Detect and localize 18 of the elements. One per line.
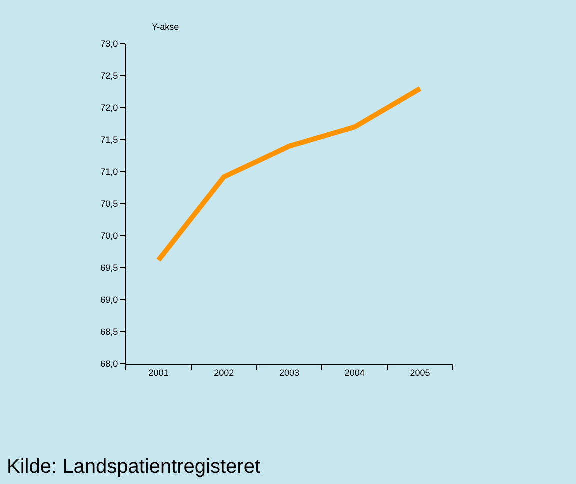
x-tick-label: 2003: [279, 368, 300, 378]
x-tick-label: 2002: [214, 368, 234, 378]
y-tick-label: 69,5: [100, 263, 118, 274]
x-tick-label: 2004: [344, 368, 365, 378]
y-axis-title: Y-akse: [152, 22, 180, 32]
y-tick-label: 71,5: [100, 135, 118, 146]
text: Kilde: Landspatientregisteret: [7, 456, 261, 478]
y-tick-label: 70,5: [100, 199, 118, 210]
y-tick-label: 69,0: [100, 295, 118, 306]
y-tick-label: 68,0: [100, 359, 118, 370]
y-tick-label: 71,0: [100, 167, 118, 178]
y-tick-label: 72,5: [100, 71, 118, 82]
y-tick-label: 70,0: [100, 231, 118, 242]
y-tick-label: 68,5: [100, 327, 118, 338]
y-tick-label: 73,0: [100, 39, 118, 50]
y-tick-label: 72,0: [100, 103, 118, 114]
x-tick-label: 2001: [148, 368, 169, 378]
x-tick-label: 2005: [410, 368, 430, 378]
